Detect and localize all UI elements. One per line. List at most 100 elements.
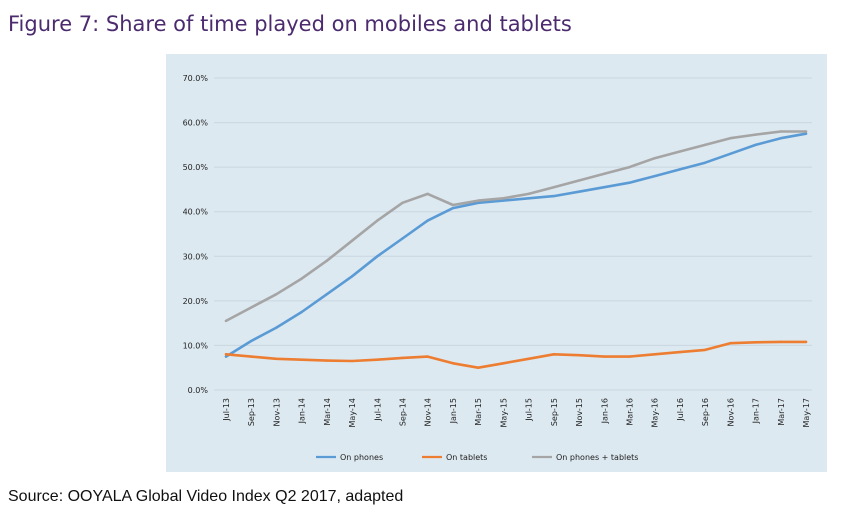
data-point-on-phones-tablets — [502, 197, 505, 200]
data-point-on-phones-tablets — [678, 150, 682, 153]
data-point-on-phones — [577, 190, 581, 193]
x-tick-label: Sep-16 — [701, 398, 710, 426]
data-point-on-phones — [678, 168, 682, 171]
x-tick-label: May-15 — [499, 398, 508, 427]
data-point-on-tablets — [653, 353, 656, 356]
data-point-on-phones — [451, 206, 455, 210]
data-point-on-phones — [703, 161, 707, 164]
data-point-on-phones-tablets — [275, 292, 278, 296]
data-point-on-phones-tablets — [552, 186, 556, 189]
data-point-on-phones-tablets — [754, 133, 757, 136]
data-point-on-tablets — [779, 340, 782, 344]
y-tick-label: 10.0% — [183, 341, 209, 350]
data-point-on-phones — [628, 181, 631, 184]
figure-title: Figure 7: Share of time played on mobile… — [8, 12, 572, 36]
data-point-on-phones — [552, 194, 556, 198]
y-tick-label: 60.0% — [183, 119, 209, 128]
data-point-on-tablets — [300, 358, 303, 361]
data-point-on-tablets — [426, 355, 429, 358]
x-tick-label: Sep-15 — [550, 398, 559, 426]
data-point-on-tablets — [603, 355, 606, 358]
data-point-on-phones — [376, 255, 379, 258]
data-point-on-phones-tablets — [376, 219, 379, 222]
data-point-on-phones-tablets — [628, 165, 631, 169]
data-point-on-phones — [350, 275, 354, 278]
y-tick-label: 0.0% — [188, 386, 209, 395]
legend-label-on-tablets: On tablets — [446, 453, 487, 462]
x-tick-label: Nov-14 — [424, 398, 433, 426]
x-tick-label: Jan-15 — [449, 398, 458, 424]
x-tick-label: Jul-14 — [373, 398, 382, 422]
data-point-on-phones-tablets — [325, 259, 329, 262]
data-point-on-phones-tablets — [577, 179, 581, 182]
x-tick-label: Nov-15 — [575, 398, 584, 426]
line-chart: 0.0% 10.0% 20.0% 30.0% 40.0% 50.0% 60.0% 70.0% J… — [183, 74, 812, 462]
data-point-on-phones — [476, 201, 480, 204]
data-point-on-phones-tablets — [300, 277, 303, 280]
data-point-on-phones-tablets — [703, 143, 707, 147]
data-point-on-phones-tablets — [729, 136, 732, 140]
series-line-on-phones-tablets — [224, 130, 808, 323]
x-tick-label: Sep-13 — [247, 398, 256, 426]
x-tick-label: Nov-16 — [726, 398, 735, 426]
x-tick-label: Jan-14 — [298, 398, 307, 424]
data-point-on-phones — [754, 143, 757, 147]
data-point-on-phones — [603, 186, 606, 189]
x-tick-label: May-16 — [651, 398, 660, 427]
data-point-on-tablets — [451, 362, 455, 365]
data-point-on-phones — [300, 310, 303, 314]
data-point-on-tablets — [527, 357, 530, 360]
data-point-on-phones — [527, 197, 530, 200]
data-point-on-tablets — [275, 357, 278, 360]
data-point-on-tablets — [577, 354, 581, 357]
y-tick-label: 20.0% — [183, 297, 209, 306]
x-tick-label: May-17 — [802, 398, 811, 427]
y-tick-label: 70.0% — [183, 74, 209, 83]
data-point-on-tablets — [729, 342, 732, 345]
y-tick-label: 50.0% — [183, 163, 209, 172]
x-tick-label: Mar-16 — [625, 398, 634, 426]
data-point-on-phones-tablets — [476, 199, 480, 202]
data-point-on-phones — [804, 132, 808, 135]
data-point-on-phones-tablets — [603, 172, 606, 176]
y-tick-label: 30.0% — [183, 252, 209, 261]
data-point-on-phones — [275, 326, 278, 329]
data-point-on-tablets — [250, 355, 253, 358]
series-line-on-phones — [224, 132, 808, 358]
data-point-on-phones — [779, 136, 782, 140]
data-point-on-phones-tablets — [527, 192, 530, 196]
legend-label-on-phones: On phones — [340, 453, 383, 462]
data-point-on-phones-tablets — [250, 306, 253, 309]
x-tick-label: Jan-16 — [600, 398, 609, 424]
data-point-on-tablets — [350, 359, 354, 363]
data-point-on-phones-tablets — [804, 130, 808, 133]
data-point-on-phones-tablets — [779, 130, 782, 133]
data-point-on-tablets — [476, 366, 480, 369]
data-point-on-phones — [250, 339, 253, 343]
data-point-on-phones — [325, 292, 329, 296]
x-tick-label: Mar-14 — [323, 398, 332, 426]
data-point-on-tablets — [224, 353, 228, 356]
x-tick-label: Jul-16 — [676, 398, 685, 422]
data-point-on-phones — [426, 219, 429, 222]
data-point-on-phones — [729, 152, 732, 155]
data-point-on-phones — [224, 355, 228, 358]
data-point-on-phones — [653, 174, 656, 178]
data-point-on-tablets — [502, 362, 505, 365]
data-point-on-phones — [502, 199, 505, 202]
x-tick-label: Mar-15 — [474, 398, 483, 426]
legend-label-on-phones-tablets: On phones + tablets — [556, 453, 638, 462]
data-point-on-phones-tablets — [401, 201, 404, 204]
data-point-on-phones — [401, 237, 404, 240]
chart-panel: 0.0% 10.0% 20.0% 30.0% 40.0% 50.0% 60.0% 70.0% J… — [166, 54, 827, 472]
data-point-on-phones-tablets — [653, 157, 656, 160]
data-point-on-tablets — [401, 356, 404, 360]
data-point-on-tablets — [325, 359, 329, 362]
x-tick-label: Nov-13 — [272, 398, 281, 426]
data-point-on-phones-tablets — [350, 239, 354, 242]
x-tick-label: Jul-15 — [525, 398, 534, 422]
data-point-on-tablets — [628, 355, 631, 358]
x-tick-label: Jul-13 — [222, 398, 231, 422]
data-point-on-tablets — [376, 358, 379, 361]
x-tick-label: Mar-17 — [777, 398, 786, 426]
